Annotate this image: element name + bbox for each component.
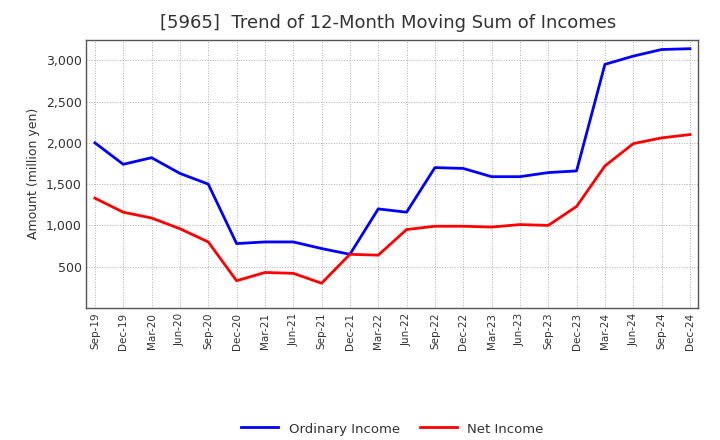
Net Income bbox=[91, 195, 99, 201]
Net Income bbox=[629, 141, 637, 146]
Net Income bbox=[233, 278, 241, 283]
Ordinary Income bbox=[431, 165, 439, 170]
Legend: Ordinary Income, Net Income: Ordinary Income, Net Income bbox=[236, 416, 549, 440]
Net Income bbox=[600, 163, 609, 169]
Ordinary Income bbox=[204, 181, 212, 187]
Ordinary Income bbox=[600, 62, 609, 67]
Net Income bbox=[402, 227, 411, 232]
Ordinary Income bbox=[459, 166, 467, 171]
Ordinary Income bbox=[544, 170, 552, 175]
Net Income bbox=[487, 224, 496, 230]
Net Income bbox=[148, 215, 156, 220]
Net Income bbox=[119, 209, 127, 215]
Ordinary Income bbox=[261, 239, 269, 245]
Net Income bbox=[459, 224, 467, 229]
Net Income bbox=[318, 281, 326, 286]
Ordinary Income bbox=[685, 46, 694, 51]
Net Income bbox=[685, 132, 694, 137]
Net Income bbox=[289, 271, 297, 276]
Ordinary Income bbox=[176, 171, 184, 176]
Net Income bbox=[374, 253, 382, 258]
Net Income bbox=[431, 224, 439, 229]
Ordinary Income bbox=[119, 161, 127, 167]
Ordinary Income bbox=[516, 174, 524, 180]
Text: [5965]  Trend of 12-Month Moving Sum of Incomes: [5965] Trend of 12-Month Moving Sum of I… bbox=[160, 15, 616, 33]
Net Income bbox=[346, 252, 354, 257]
Ordinary Income bbox=[91, 140, 99, 146]
Ordinary Income bbox=[148, 155, 156, 160]
Net Income bbox=[261, 270, 269, 275]
Ordinary Income bbox=[487, 174, 496, 180]
Ordinary Income bbox=[374, 206, 382, 212]
Net Income bbox=[176, 226, 184, 231]
Y-axis label: Amount (million yen): Amount (million yen) bbox=[27, 108, 40, 239]
Ordinary Income bbox=[657, 47, 666, 52]
Ordinary Income bbox=[289, 239, 297, 245]
Ordinary Income bbox=[402, 209, 411, 215]
Net Income bbox=[204, 239, 212, 245]
Ordinary Income bbox=[629, 54, 637, 59]
Net Income bbox=[572, 204, 581, 209]
Ordinary Income bbox=[233, 241, 241, 246]
Line: Net Income: Net Income bbox=[95, 135, 690, 283]
Ordinary Income bbox=[318, 246, 326, 251]
Ordinary Income bbox=[346, 252, 354, 257]
Net Income bbox=[516, 222, 524, 227]
Net Income bbox=[544, 223, 552, 228]
Line: Ordinary Income: Ordinary Income bbox=[95, 49, 690, 254]
Net Income bbox=[657, 135, 666, 140]
Ordinary Income bbox=[572, 168, 581, 173]
